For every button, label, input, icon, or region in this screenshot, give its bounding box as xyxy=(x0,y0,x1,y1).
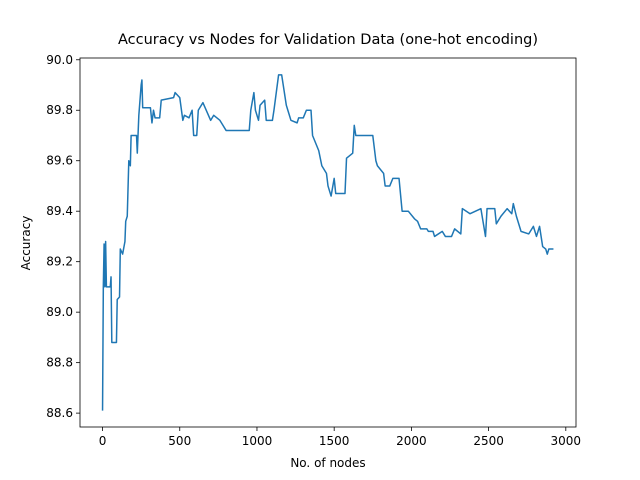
x-tick-label: 1500 xyxy=(319,434,350,448)
x-tick-label: 3000 xyxy=(551,434,582,448)
x-tick-label: 500 xyxy=(168,434,191,448)
y-tick-label: 90.0 xyxy=(46,53,73,67)
y-tick-label: 89.2 xyxy=(46,255,73,269)
y-tick-label: 88.6 xyxy=(46,406,73,420)
y-tick-label: 89.6 xyxy=(46,154,73,168)
x-tick-label: 0 xyxy=(99,434,107,448)
y-tick-label: 89.8 xyxy=(46,103,73,117)
chart-title: Accuracy vs Nodes for Validation Data (o… xyxy=(118,32,538,48)
y-axis-label: Accuracy xyxy=(19,216,33,271)
x-tick-label: 2000 xyxy=(396,434,427,448)
x-axis-label: No. of nodes xyxy=(290,456,365,470)
x-tick-label: 2500 xyxy=(473,434,504,448)
plot-frame xyxy=(79,57,577,428)
y-tick-label: 89.0 xyxy=(46,305,73,319)
y-tick-label: 89.4 xyxy=(46,204,73,218)
data-line xyxy=(101,74,554,411)
x-tick-label: 1000 xyxy=(242,434,273,448)
y-tick-label: 88.8 xyxy=(46,356,73,370)
